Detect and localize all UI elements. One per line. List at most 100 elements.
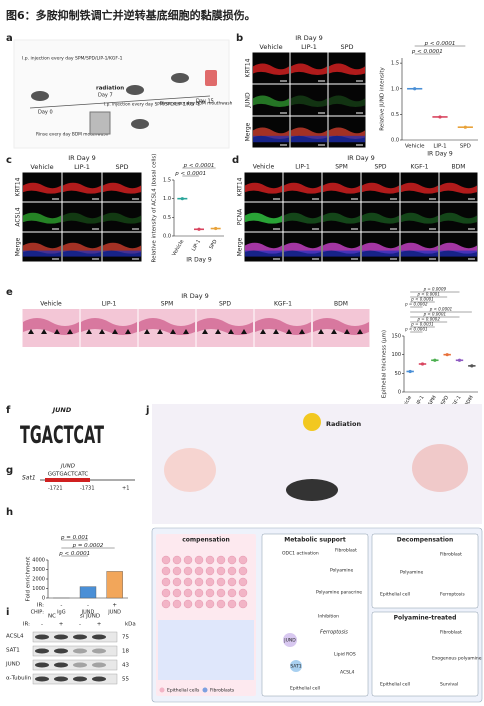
day: Day 7 bbox=[98, 93, 113, 99]
blot-strip bbox=[32, 645, 118, 657]
cell bbox=[205, 577, 215, 587]
tissue-band bbox=[291, 63, 327, 76]
position: +1 bbox=[122, 486, 129, 492]
y-axis-label: Relative JUND intensity bbox=[380, 67, 386, 131]
band bbox=[54, 648, 68, 654]
arrowhead bbox=[112, 329, 118, 334]
epithelium bbox=[313, 318, 369, 335]
x-tick-label: LIP-1 bbox=[191, 239, 202, 253]
nuclei bbox=[401, 250, 438, 257]
tissue-band bbox=[329, 63, 365, 76]
note: Ferroptosis bbox=[440, 592, 465, 598]
band bbox=[73, 648, 87, 654]
cell bbox=[238, 566, 248, 576]
cell bbox=[183, 566, 193, 576]
cell bbox=[172, 577, 182, 587]
legend-label: Epithelial cells bbox=[167, 688, 200, 694]
tissue-band bbox=[63, 182, 101, 194]
radiation-icon bbox=[303, 413, 321, 431]
tissue-band bbox=[401, 182, 438, 194]
cell bbox=[172, 566, 182, 576]
micrograph bbox=[328, 84, 366, 116]
blot-row-label: ACSL4 bbox=[6, 634, 24, 640]
arrowhead bbox=[67, 329, 73, 334]
ir-label: - bbox=[79, 622, 81, 628]
nuclei bbox=[440, 250, 477, 257]
tongue-icon bbox=[164, 448, 216, 492]
day: Day 0 bbox=[38, 110, 53, 116]
cell bbox=[205, 566, 215, 576]
x-tick-label: SPD bbox=[460, 144, 471, 150]
column-label: Vehicle bbox=[40, 301, 62, 308]
mouthwash-bottle bbox=[205, 70, 217, 86]
row-label: Merge bbox=[245, 122, 252, 141]
x-tick-label: SPM bbox=[427, 395, 437, 407]
row-label: Merge bbox=[237, 237, 244, 256]
arrowhead bbox=[28, 329, 34, 334]
y-tick-label: 2000 bbox=[32, 577, 45, 583]
position: -1731 bbox=[80, 486, 95, 492]
band bbox=[92, 662, 106, 668]
node-label: JUND bbox=[283, 638, 296, 644]
condition-label: IR Day 9 bbox=[181, 292, 209, 300]
condition-label: IR Day 9 bbox=[347, 154, 375, 162]
y-tick-label: 1.5 bbox=[163, 178, 171, 184]
tissue-band bbox=[23, 182, 61, 194]
epithelium bbox=[23, 318, 79, 335]
cell bbox=[161, 555, 171, 565]
p-value: p < 0.0001 bbox=[429, 307, 452, 312]
mean-dot bbox=[445, 353, 449, 357]
tissue-band bbox=[284, 212, 321, 224]
ir-label: + bbox=[112, 603, 117, 609]
position: -1721 bbox=[48, 486, 63, 492]
condition-label: IR Day 9 bbox=[295, 34, 323, 42]
mean-dot bbox=[457, 358, 462, 362]
panel-letter: c bbox=[6, 155, 12, 166]
mouse-icon bbox=[171, 73, 189, 83]
y-tick-label: 0 bbox=[42, 596, 45, 602]
day: Day 15 bbox=[196, 99, 214, 105]
note: Ferroptosis bbox=[320, 630, 348, 636]
band bbox=[35, 634, 49, 640]
cell bbox=[227, 599, 237, 609]
column-label: Vehicle bbox=[253, 164, 275, 171]
mean-dot bbox=[408, 369, 412, 374]
cell bbox=[172, 555, 182, 565]
micrograph bbox=[62, 202, 102, 232]
cell bbox=[238, 588, 248, 598]
mean-dot bbox=[413, 87, 417, 91]
column-label: KGF-1 bbox=[274, 301, 292, 308]
cell bbox=[216, 588, 226, 598]
y-tick-label: 0.0 bbox=[163, 234, 171, 240]
note: ACSL4 bbox=[340, 670, 355, 676]
ir-label: - bbox=[60, 603, 62, 609]
mean-dot bbox=[433, 358, 437, 362]
arrowhead bbox=[86, 329, 92, 334]
note: Polyamine paracrine bbox=[316, 590, 362, 596]
panel-letter: j bbox=[145, 405, 149, 416]
schematic-bg bbox=[13, 39, 230, 149]
arrowhead bbox=[157, 329, 163, 334]
legend-swatch bbox=[202, 687, 208, 693]
cell bbox=[216, 599, 226, 609]
column-label: KGF-1 bbox=[410, 164, 428, 171]
blot-strip bbox=[32, 659, 118, 671]
tissue-band bbox=[63, 212, 101, 224]
panel-letter: f bbox=[6, 405, 11, 416]
ir-label: - bbox=[41, 622, 43, 628]
cell bbox=[183, 555, 193, 565]
binding-site bbox=[45, 478, 90, 482]
micrograph bbox=[283, 202, 322, 232]
cell bbox=[194, 566, 204, 576]
nuclei bbox=[329, 135, 365, 143]
tissue-band bbox=[245, 212, 282, 224]
cell bbox=[205, 588, 215, 598]
mouse-icon bbox=[131, 119, 149, 129]
lamina bbox=[158, 620, 254, 680]
note: Rinse every day BDM mouthwash bbox=[36, 132, 109, 138]
cell bbox=[183, 577, 193, 587]
arrowhead bbox=[228, 329, 234, 334]
x-tick-label: IgG bbox=[57, 610, 66, 616]
arrowhead bbox=[54, 329, 60, 334]
column-label: BDM bbox=[334, 301, 348, 308]
